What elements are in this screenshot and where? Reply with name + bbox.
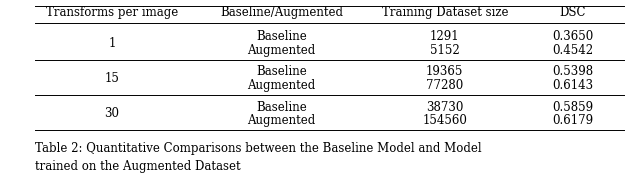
Text: 19365: 19365 bbox=[426, 65, 463, 78]
Text: Augmented: Augmented bbox=[248, 114, 316, 127]
Text: 0.4542: 0.4542 bbox=[552, 44, 593, 57]
Text: DSC: DSC bbox=[559, 6, 586, 19]
Text: 0.3650: 0.3650 bbox=[552, 31, 593, 43]
Text: Training Dataset size: Training Dataset size bbox=[381, 6, 508, 19]
Text: Transforms per image: Transforms per image bbox=[46, 6, 178, 19]
Text: 38730: 38730 bbox=[426, 101, 463, 114]
Text: 0.5859: 0.5859 bbox=[552, 101, 593, 114]
Text: 0.6179: 0.6179 bbox=[552, 114, 593, 127]
Text: 15: 15 bbox=[104, 72, 120, 85]
Text: 77280: 77280 bbox=[426, 79, 463, 92]
Text: Baseline: Baseline bbox=[256, 101, 307, 114]
Text: 0.5398: 0.5398 bbox=[552, 65, 593, 78]
Text: 1: 1 bbox=[108, 37, 116, 50]
Text: 30: 30 bbox=[104, 107, 120, 120]
Text: 0.6143: 0.6143 bbox=[552, 79, 593, 92]
Text: Baseline: Baseline bbox=[256, 31, 307, 43]
Text: Augmented: Augmented bbox=[248, 79, 316, 92]
Text: Augmented: Augmented bbox=[248, 44, 316, 57]
Text: Baseline/Augmented: Baseline/Augmented bbox=[220, 6, 343, 19]
Text: 154560: 154560 bbox=[422, 114, 467, 127]
Text: 1291: 1291 bbox=[430, 31, 460, 43]
Text: Table 2: Quantitative Comparisons between the Baseline Model and Model: Table 2: Quantitative Comparisons betwee… bbox=[35, 142, 482, 155]
Text: trained on the Augmented Dataset: trained on the Augmented Dataset bbox=[35, 160, 241, 173]
Text: 5152: 5152 bbox=[430, 44, 460, 57]
Text: Baseline: Baseline bbox=[256, 65, 307, 78]
